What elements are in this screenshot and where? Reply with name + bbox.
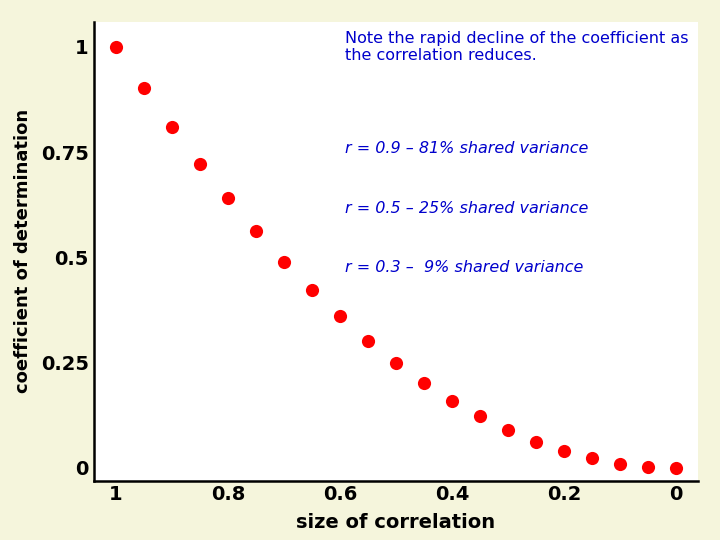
Point	[503, 426, 514, 434]
Point	[278, 257, 289, 266]
Point	[251, 227, 262, 235]
X-axis label: size of correlation: size of correlation	[297, 513, 495, 532]
Point	[306, 286, 318, 294]
Y-axis label: coefficient of determination: coefficient of determination	[14, 109, 32, 393]
Point	[670, 464, 682, 472]
Point	[642, 463, 654, 471]
Point	[558, 447, 570, 455]
Point	[586, 454, 598, 463]
Point	[110, 43, 122, 51]
Text: r = 0.5 – 25% shared variance: r = 0.5 – 25% shared variance	[345, 201, 588, 215]
Point	[530, 437, 541, 446]
Point	[446, 396, 458, 405]
Point	[138, 84, 150, 92]
Text: r = 0.9 – 81% shared variance: r = 0.9 – 81% shared variance	[345, 141, 588, 156]
Point	[614, 460, 626, 468]
Point	[474, 412, 486, 421]
Point	[194, 159, 206, 168]
Text: r = 0.3 –  9% shared variance: r = 0.3 – 9% shared variance	[345, 260, 583, 275]
Text: Note the rapid decline of the coefficient as
the correlation reduces.: Note the rapid decline of the coefficien…	[345, 31, 688, 63]
Point	[418, 379, 430, 387]
Point	[390, 359, 402, 367]
Point	[334, 312, 346, 321]
Point	[222, 194, 234, 203]
Point	[362, 336, 374, 345]
Point	[166, 123, 178, 131]
